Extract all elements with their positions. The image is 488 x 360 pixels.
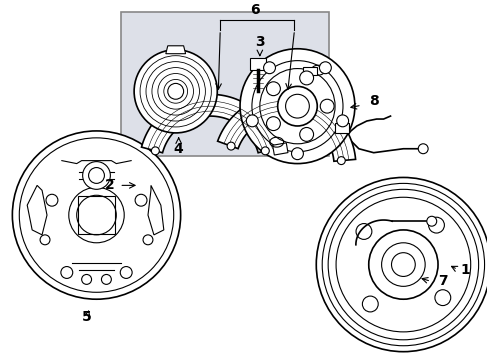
Circle shape — [120, 266, 132, 278]
Circle shape — [434, 290, 450, 306]
Circle shape — [291, 148, 303, 159]
Circle shape — [246, 115, 258, 127]
Circle shape — [134, 50, 217, 133]
Bar — [334, 123, 348, 133]
Text: 5: 5 — [81, 310, 91, 324]
Circle shape — [82, 162, 110, 189]
Circle shape — [40, 235, 50, 245]
Circle shape — [391, 253, 414, 276]
Circle shape — [266, 82, 280, 96]
Circle shape — [355, 224, 371, 239]
Circle shape — [263, 62, 275, 74]
Polygon shape — [165, 46, 185, 54]
Text: 2: 2 — [104, 178, 114, 192]
Circle shape — [299, 71, 313, 85]
Circle shape — [46, 194, 58, 206]
Circle shape — [227, 142, 235, 150]
Text: 7: 7 — [437, 274, 447, 288]
Circle shape — [362, 296, 377, 312]
Circle shape — [12, 131, 180, 299]
Circle shape — [320, 99, 333, 113]
Circle shape — [151, 147, 159, 155]
Circle shape — [336, 115, 348, 127]
Circle shape — [319, 62, 331, 74]
Circle shape — [426, 216, 436, 226]
Circle shape — [135, 194, 147, 206]
Circle shape — [266, 117, 280, 131]
Bar — [78, 196, 115, 234]
Polygon shape — [141, 94, 279, 153]
Circle shape — [142, 235, 153, 245]
Bar — [121, 12, 328, 156]
Bar — [303, 67, 317, 76]
Circle shape — [167, 84, 183, 99]
Circle shape — [101, 274, 111, 284]
Circle shape — [337, 157, 345, 165]
Text: 8: 8 — [368, 94, 378, 108]
Bar — [272, 143, 287, 155]
Circle shape — [240, 49, 354, 163]
Circle shape — [277, 86, 317, 126]
Text: 3: 3 — [255, 35, 264, 49]
Text: 6: 6 — [249, 3, 259, 17]
Polygon shape — [217, 94, 355, 161]
Circle shape — [261, 147, 269, 155]
Text: 1: 1 — [460, 262, 469, 276]
Bar — [249, 58, 265, 69]
Circle shape — [61, 266, 73, 278]
Circle shape — [81, 274, 91, 284]
Circle shape — [299, 127, 313, 141]
Circle shape — [427, 217, 444, 233]
Circle shape — [316, 177, 488, 352]
Circle shape — [417, 144, 427, 154]
Text: 4: 4 — [173, 142, 183, 156]
